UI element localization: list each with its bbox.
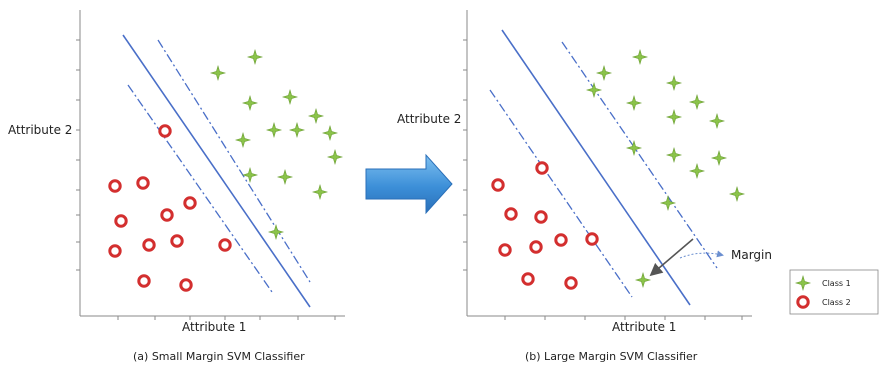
legend: Class 1 Class 2 [789,269,879,315]
panel-b-margin-lower [489,89,633,298]
panel-a-margin-upper [157,39,311,283]
panel-b-xlabel: Attribute 1 [612,320,676,334]
panel-a-caption: (a) Small Margin SVM Classifier [133,350,305,363]
panel-a-x-ticks [117,316,336,320]
panel-a-ylabel: Attribute 2 [8,123,72,137]
panel-a-class2-points [108,124,232,292]
panel-b-y-ticks [463,39,467,271]
transition-arrow [365,153,453,215]
panel-b-margin-label: Margin [731,248,772,262]
panel-a-class1-points [210,49,343,240]
panel-a-hyperplane [122,34,311,308]
panel-a-margin-lower [127,84,273,293]
panel-a-xlabel: Attribute 1 [182,320,246,334]
panel-b-hyperplane [501,29,691,306]
panel-b-ylabel: Attribute 2 [397,112,461,126]
panel-a-y-ticks [76,39,80,271]
panel-b-class2-points [491,161,599,290]
panel-a: Attribute 2 Attribute 1 (a) Small Margin… [8,10,345,363]
panel-b-caption: (b) Large Margin SVM Classifier [525,350,698,363]
legend-class1-label: Class 1 [822,279,851,288]
panel-b: Margin [397,10,772,363]
legend-class2-label: Class 2 [822,298,851,307]
panel-b-x-ticks [504,316,743,320]
panel-b-class1-points [586,49,745,288]
panel-b-margin-pointer [679,250,724,259]
legend-class2-ring-icon [796,295,810,309]
panel-b-margin-arrow [649,238,694,277]
panel-b-margin-upper [561,41,718,269]
